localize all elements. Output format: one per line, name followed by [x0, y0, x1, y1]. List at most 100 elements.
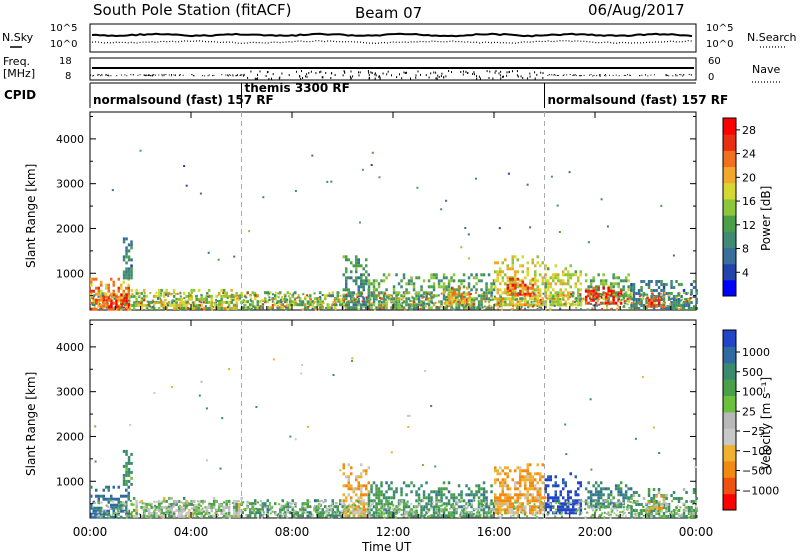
data-cell [200, 296, 203, 299]
data-cell [514, 303, 517, 307]
data-cell [250, 300, 253, 303]
data-cell [246, 506, 249, 509]
data-cell [499, 472, 502, 476]
data-cell [400, 487, 403, 491]
data-cell [499, 297, 502, 301]
data-cell [105, 292, 108, 296]
data-cell [333, 304, 336, 306]
data-cell [562, 298, 565, 301]
data-cell [345, 294, 348, 298]
data-cell [536, 505, 539, 509]
data-cell [477, 490, 481, 494]
data-cell [460, 246, 463, 249]
data-cell [206, 292, 209, 295]
data-cell [422, 496, 426, 500]
data-cell [652, 307, 656, 310]
data-cell [107, 305, 111, 309]
nave-dot [240, 74, 242, 76]
data-cell [692, 295, 696, 298]
data-cell [90, 301, 93, 305]
data-cell [633, 301, 636, 304]
data-cell [318, 507, 321, 510]
data-cell [127, 461, 131, 465]
data-cell [567, 270, 570, 274]
data-cell [622, 306, 625, 308]
data-cell [675, 280, 678, 283]
nave-dot [370, 71, 372, 74]
data-cell [192, 514, 195, 517]
data-cell [677, 509, 680, 512]
data-cell [615, 514, 618, 517]
data-cell [184, 507, 187, 510]
data-cell [237, 514, 241, 518]
data-cell [574, 499, 577, 503]
data-cell [464, 294, 466, 297]
data-cell [610, 510, 613, 513]
data-cell [274, 291, 277, 294]
data-cell [571, 302, 574, 305]
data-cell [577, 288, 580, 292]
data-cell [491, 298, 494, 301]
data-cell [607, 513, 610, 516]
nave-dot [548, 74, 550, 76]
data-cell [453, 508, 456, 511]
data-cell [552, 288, 555, 292]
data-cell [554, 496, 557, 500]
data-cell [452, 273, 456, 277]
data-cell [354, 298, 357, 301]
data-cell [632, 494, 636, 497]
data-cell [417, 303, 420, 306]
nave-dot [204, 75, 206, 77]
data-cell [578, 299, 581, 302]
data-cell [399, 502, 402, 505]
data-cell [482, 493, 486, 497]
data-cell [536, 493, 539, 497]
data-cell [484, 306, 487, 309]
data-cell [690, 500, 693, 503]
colorbar-swatch [723, 118, 736, 135]
data-cell [149, 292, 152, 294]
data-cell [416, 499, 419, 502]
data-cell [440, 208, 443, 211]
data-cell [145, 502, 148, 506]
nave-dot [116, 75, 118, 77]
data-cell [535, 300, 538, 302]
data-cell [338, 300, 341, 303]
data-cell [386, 507, 389, 510]
data-cell [514, 276, 517, 280]
data-cell [519, 289, 522, 293]
data-cell [544, 306, 547, 309]
nave-dot [534, 71, 536, 74]
data-cell [125, 449, 128, 453]
data-cell [384, 292, 387, 295]
data-cell [529, 506, 531, 509]
data-cell [599, 490, 603, 494]
data-cell [200, 514, 203, 518]
data-cell [362, 514, 365, 517]
data-cell [370, 490, 373, 494]
data-cell [519, 505, 522, 509]
data-cell [676, 504, 679, 507]
data-cell [539, 508, 542, 512]
data-cell [241, 295, 244, 298]
data-cell [281, 514, 284, 517]
data-cell [580, 500, 583, 503]
data-cell [363, 305, 366, 308]
data-cell [447, 502, 451, 506]
data-cell [215, 511, 218, 515]
data-cell [584, 502, 588, 506]
data-cell [410, 305, 413, 308]
data-cell [572, 499, 575, 503]
data-cell [622, 513, 625, 516]
data-cell [158, 503, 161, 506]
data-cell [477, 500, 480, 503]
data-cell [357, 297, 360, 300]
data-cell [102, 512, 105, 516]
data-cell [647, 494, 651, 497]
data-cell [635, 307, 638, 310]
data-cell [100, 304, 102, 306]
data-cell [329, 306, 332, 310]
data-cell [180, 505, 183, 509]
data-cell [592, 493, 595, 497]
data-cell [363, 515, 366, 518]
